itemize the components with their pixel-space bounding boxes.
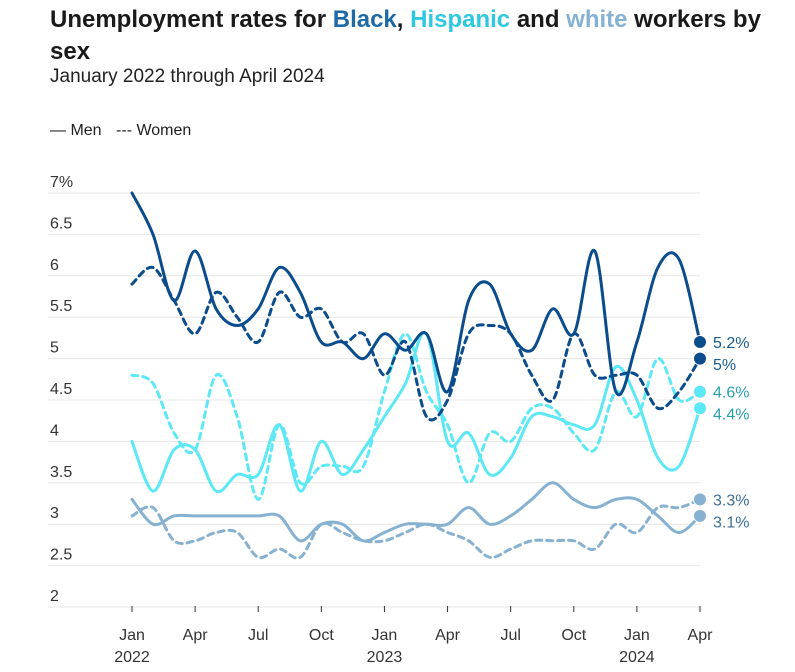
y-axis: 2 2.5 3 3.5 4 4.5 5 5.5 6 6.5 7% bbox=[50, 174, 73, 605]
x-tick-year: 2024 bbox=[619, 649, 655, 666]
x-tick-label: Apr bbox=[435, 627, 461, 644]
x-tick-label: Jan bbox=[372, 627, 398, 644]
y-tick-label: 6 bbox=[50, 257, 59, 274]
x-tick-year: 2022 bbox=[114, 649, 150, 666]
title-part2: workers by sex bbox=[50, 6, 761, 65]
end-point-black-men bbox=[693, 335, 707, 350]
x-tick-label: Oct bbox=[309, 627, 334, 644]
end-point-hispanic-women bbox=[693, 384, 707, 399]
legend: — Men --- Women bbox=[50, 122, 201, 140]
end-point-white-women bbox=[693, 492, 707, 507]
y-tick-label: 5 bbox=[50, 340, 59, 357]
x-tick-label: Apr bbox=[183, 627, 209, 644]
y-tick-label: 3.5 bbox=[50, 464, 72, 481]
x-axis: Jan 2022 Apr Jul Oct Jan 2023 Apr Jul Oct Jan 2024 A… bbox=[114, 606, 713, 666]
end-label-white-women: 3.3% bbox=[713, 492, 749, 509]
title-black: Black bbox=[332, 6, 397, 33]
x-tick-label: Jan bbox=[119, 627, 145, 644]
legend-men: — Men bbox=[50, 122, 102, 139]
x-tick-label: Jul bbox=[248, 627, 268, 644]
chart-subtitle: January 2022 through April 2024 bbox=[50, 66, 325, 87]
y-tick-label: 4 bbox=[50, 422, 59, 439]
x-tick-label: Oct bbox=[561, 627, 586, 644]
y-tick-label: 6.5 bbox=[50, 215, 72, 232]
x-tick-year: 2023 bbox=[367, 649, 403, 666]
x-tick-label: Jul bbox=[500, 627, 520, 644]
series-lines bbox=[130, 191, 702, 560]
chart-title: Unemployment rates for Black, Hispanic a… bbox=[50, 4, 790, 68]
end-label-black-men: 5.2% bbox=[713, 335, 749, 352]
title-hispanic: Hispanic bbox=[410, 6, 511, 33]
y-tick-label: 4.5 bbox=[50, 381, 72, 398]
series-line-white-women bbox=[130, 497, 702, 560]
title-sep1: , bbox=[396, 6, 411, 33]
y-tick-label: 3 bbox=[50, 505, 59, 522]
y-tick-label: 2.5 bbox=[50, 547, 72, 564]
series-line-white-men bbox=[130, 481, 702, 543]
x-tick-label: Jan bbox=[624, 627, 650, 644]
end-point-black-women bbox=[693, 351, 707, 366]
title-part1: Unemployment rates for bbox=[50, 6, 333, 33]
series-line-hispanic-women bbox=[130, 332, 702, 501]
series-line-black-men bbox=[130, 191, 702, 397]
series-line-hispanic-men bbox=[130, 330, 702, 494]
series-line-black-women bbox=[130, 265, 702, 422]
end-labels: 5.2% 5% 4.6% 4.4% 3.3% 3.1% bbox=[693, 335, 749, 531]
y-tick-label: 2 bbox=[50, 588, 59, 605]
title-sep2: and bbox=[510, 6, 567, 33]
grid-lines bbox=[48, 192, 700, 608]
end-point-hispanic-men bbox=[693, 401, 707, 416]
y-tick-label: 7% bbox=[50, 174, 73, 191]
legend-women: --- Women bbox=[116, 122, 192, 139]
title-white: white bbox=[566, 6, 628, 33]
end-label-white-men: 3.1% bbox=[713, 514, 749, 531]
end-label-hispanic-women: 4.6% bbox=[713, 385, 749, 402]
end-point-white-men bbox=[693, 508, 707, 523]
end-label-black-women: 5% bbox=[713, 357, 736, 374]
y-tick-label: 5.5 bbox=[50, 298, 72, 315]
end-label-hispanic-men: 4.4% bbox=[713, 407, 749, 424]
x-tick-label: Apr bbox=[688, 627, 714, 644]
